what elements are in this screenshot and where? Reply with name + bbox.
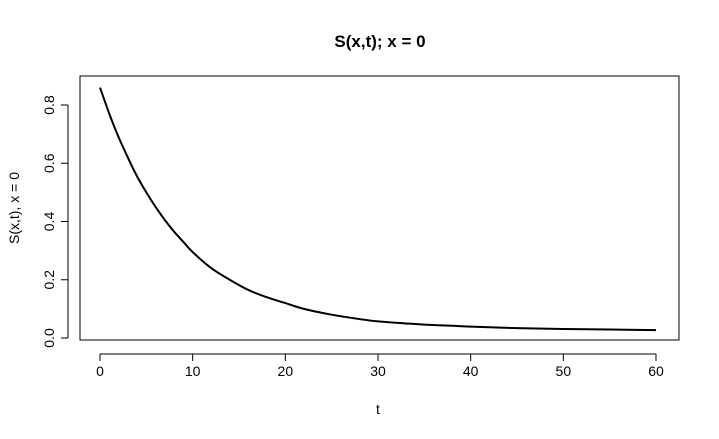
chart-title: S(x,t); x = 0	[334, 32, 425, 51]
y-tick-label: 0.2	[41, 270, 57, 290]
y-tick-label: 0.8	[41, 95, 57, 115]
x-tick-label: 60	[648, 363, 664, 379]
y-axis: 0.0 0.2 0.4 0.6 0.8	[41, 95, 69, 348]
x-tick-label: 40	[463, 363, 479, 379]
y-axis-label: S(x,t), x = 0	[6, 172, 22, 244]
x-tick-label: 10	[185, 363, 201, 379]
y-tick-label: 0.6	[41, 153, 57, 173]
x-tick-label: 20	[278, 363, 294, 379]
x-tick-label: 0	[96, 363, 104, 379]
plot-frame	[79, 75, 680, 341]
x-tick-label: 50	[556, 363, 572, 379]
x-tick-label: 30	[370, 363, 386, 379]
series-line	[99, 87, 657, 332]
y-tick-label: 0.0	[41, 328, 57, 348]
x-axis-label: t	[376, 401, 380, 417]
x-axis: 0 10 20 30 40 50 60	[96, 353, 664, 379]
y-tick-label: 0.4	[41, 212, 57, 232]
